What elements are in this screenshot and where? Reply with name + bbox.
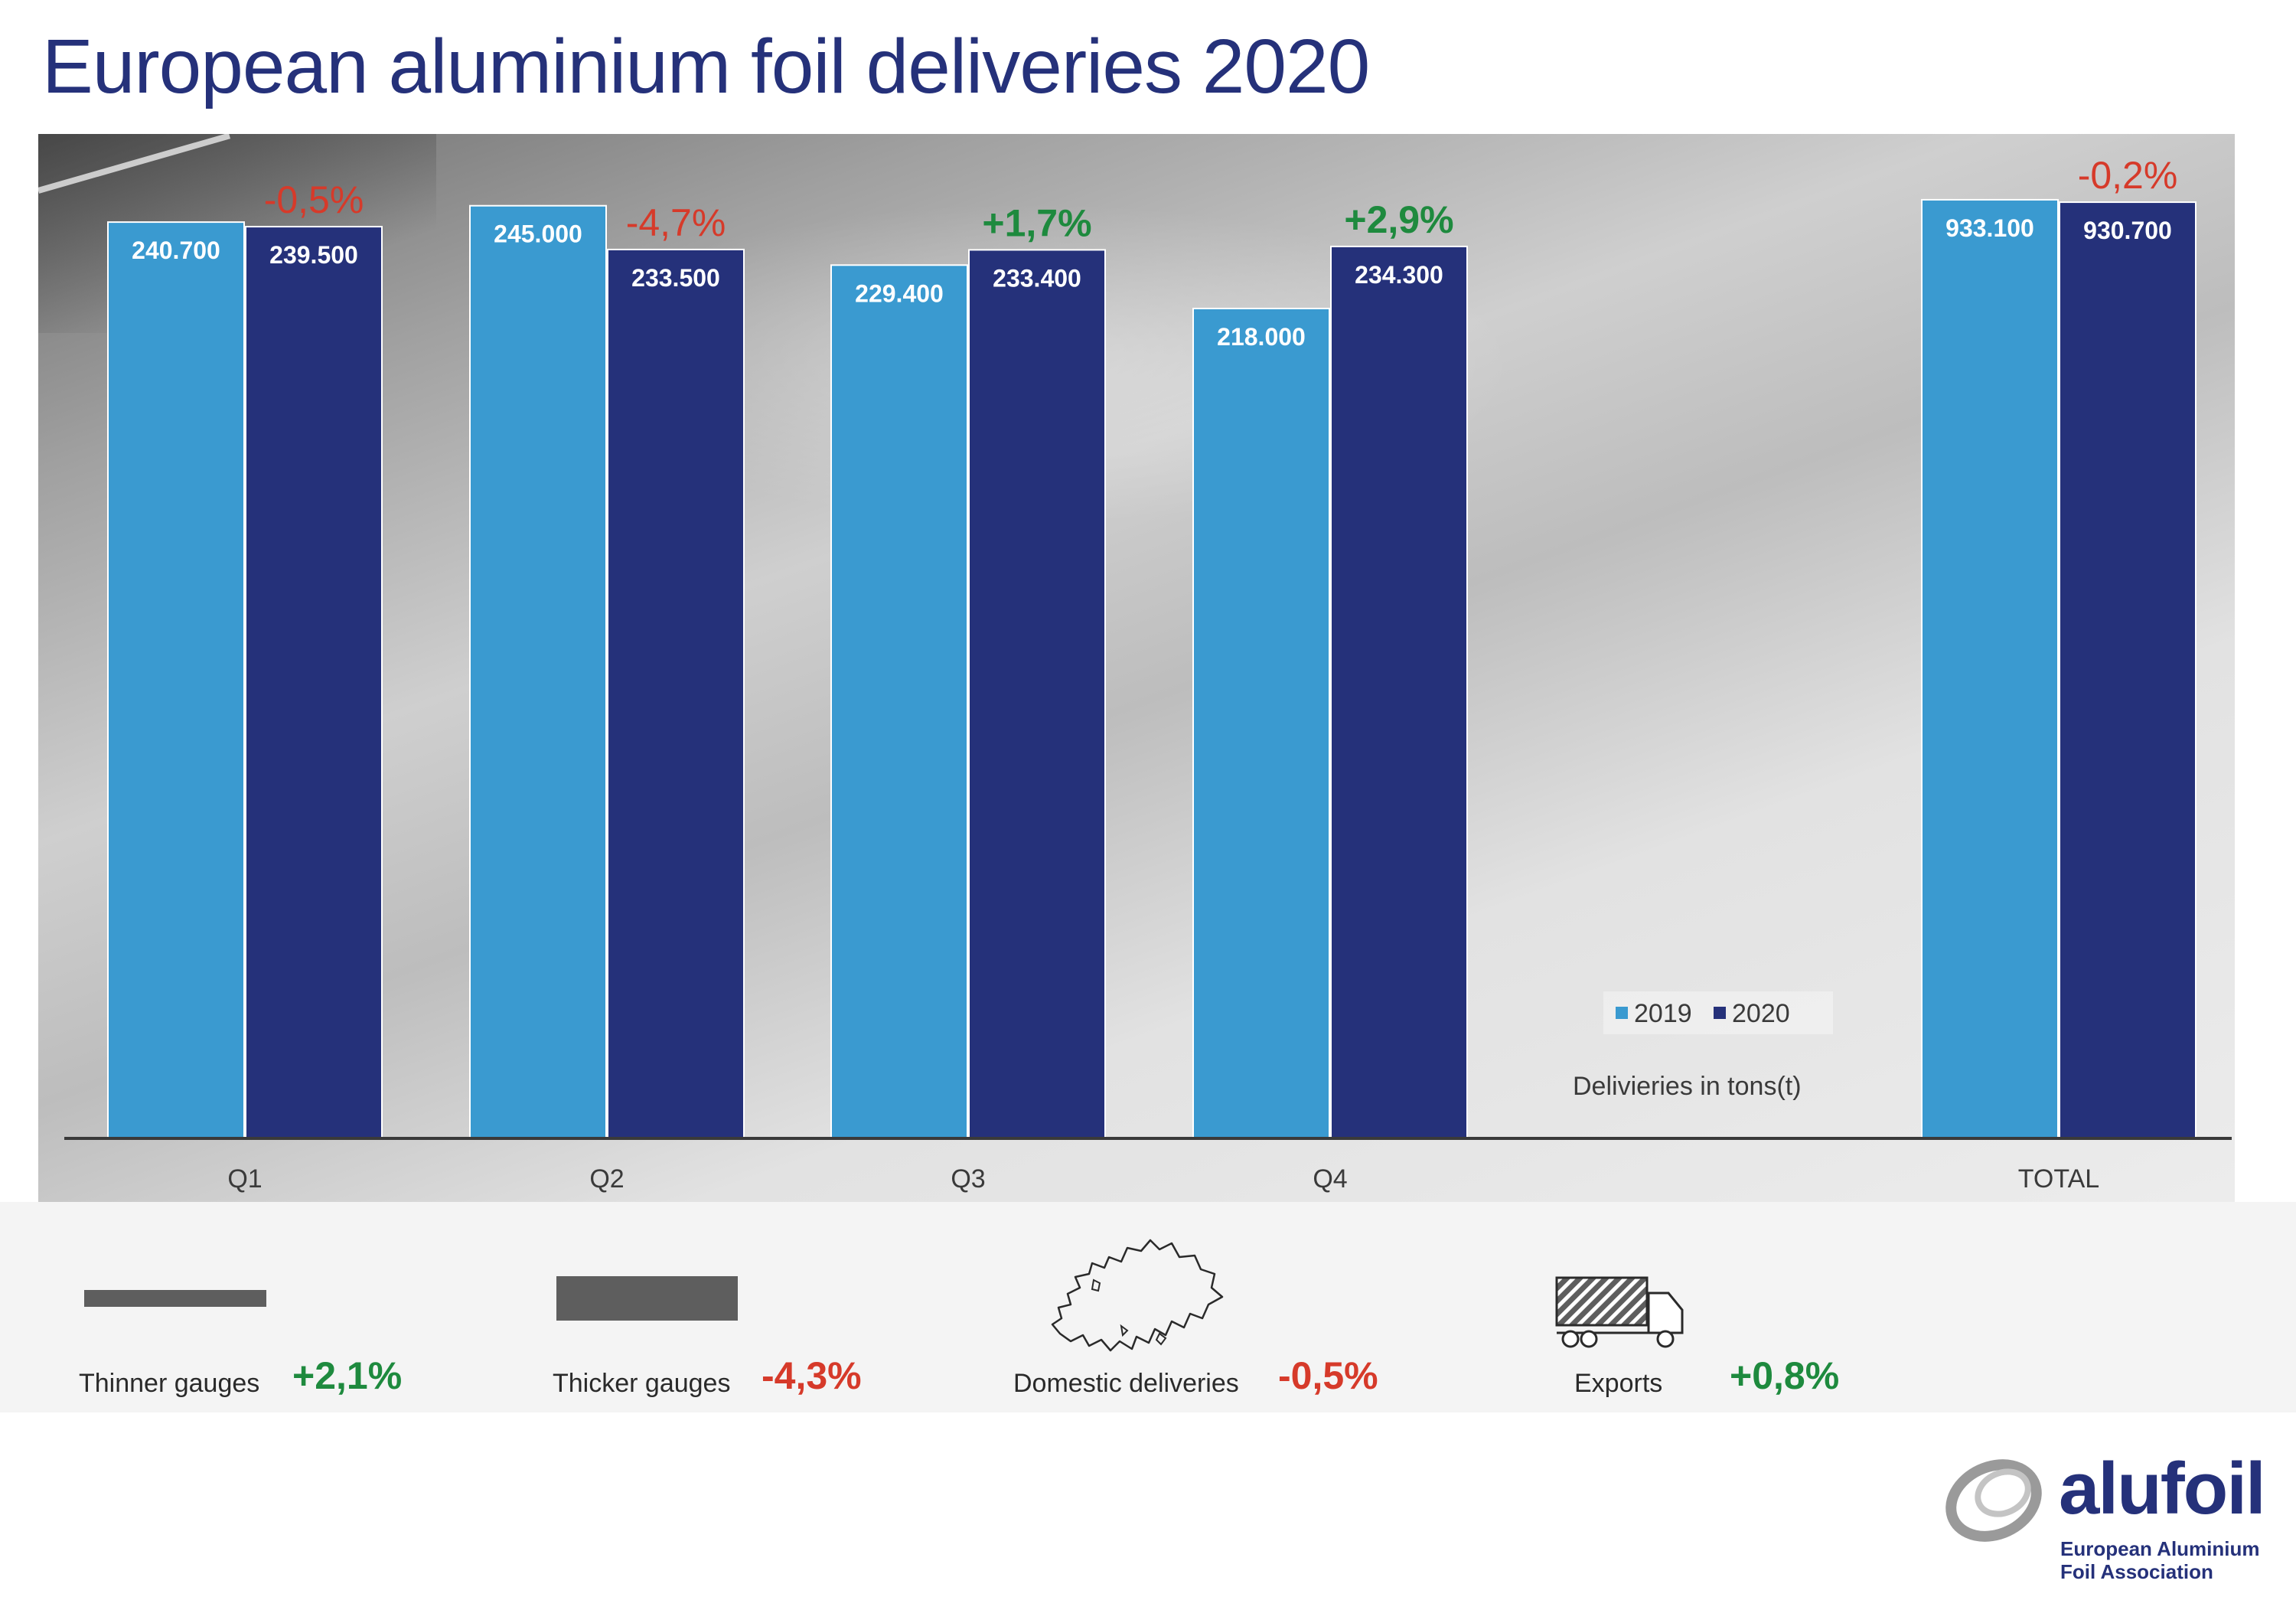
chart-area: 240.700 239.500 -0,5% Q1 245.000 233.500 -4,7%… [38, 134, 2235, 1202]
data-label-total-2020: 930.700 [2083, 217, 2172, 244]
change-label-q3: +1,7% [982, 201, 1091, 244]
data-label-total-2019: 933.100 [1945, 214, 2034, 242]
bar-q4-2019 [1192, 307, 1330, 1140]
truck-icon [1555, 1276, 1684, 1348]
exports-value: +0,8% [1730, 1354, 1840, 1397]
data-label-q1-2020: 239.500 [269, 241, 358, 269]
change-label-q1: -0,5% [264, 178, 364, 221]
thicker-gauges-value: -4,3% [762, 1354, 862, 1397]
bar-total-2019 [1921, 198, 2059, 1140]
thicker-gauges-label: Thicker gauges [553, 1369, 731, 1398]
bar-q1-2019 [107, 221, 245, 1140]
bar-q2-2019 [469, 204, 607, 1140]
alufoil-swirl-icon [1945, 1459, 2042, 1542]
logo-subtitle-line-1: European Aluminium [2060, 1537, 2260, 1560]
data-label-q3-2020: 233.400 [993, 264, 1081, 292]
europe-map-icon [1051, 1239, 1224, 1352]
stats-band: Thinner gauges +2,1% Thicker gauges -4,3… [0, 1202, 2296, 1412]
category-label-q3: Q3 [951, 1164, 985, 1194]
logo-subtitle-line-2: Foil Association [2060, 1560, 2213, 1583]
bar-q3-2020 [968, 249, 1106, 1139]
bar-q4-2020 [1330, 245, 1468, 1139]
category-label-q4: Q4 [1313, 1164, 1347, 1194]
thinner-gauges-label: Thinner gauges [79, 1369, 260, 1398]
change-label-total: -0,2% [2078, 154, 2178, 197]
bar-chart: 240.700 239.500 -0,5% Q1 245.000 233.500 -4,7%… [64, 154, 2232, 1194]
bar-q3-2019 [830, 264, 968, 1140]
bar-q1-2020 [245, 226, 383, 1140]
legend-label-2020: 2020 [1732, 999, 1790, 1028]
thinner-gauges-value: +2,1% [292, 1354, 403, 1397]
legend-swatch-2019 [1616, 1007, 1628, 1019]
legend-swatch-2020 [1714, 1007, 1726, 1019]
y-unit-label: Delivieries in tons(t) [1573, 1072, 1802, 1101]
logo-wordmark: alufoil [2059, 1448, 2266, 1530]
thick-bar-icon [556, 1276, 738, 1321]
bar-q2-2020 [607, 248, 745, 1140]
data-label-q4-2019: 218.000 [1217, 323, 1306, 351]
domestic-deliveries-value: -0,5% [1278, 1354, 1378, 1397]
data-label-q2-2019: 245.000 [494, 220, 582, 248]
legend-label-2019: 2019 [1634, 999, 1692, 1028]
domestic-deliveries-label: Domestic deliveries [1013, 1369, 1239, 1398]
change-label-q2: -4,7% [626, 201, 726, 244]
alufoil-logo: alufoil European Aluminium Foil Associat… [1940, 1447, 2269, 1600]
thin-bar-icon [84, 1290, 266, 1307]
logo-subtitle: European Aluminium Foil Association [2060, 1537, 2260, 1583]
data-label-q2-2020: 233.500 [631, 264, 720, 292]
category-label-q1: Q1 [227, 1164, 262, 1194]
data-label-q1-2019: 240.700 [132, 237, 220, 264]
category-label-q2: Q2 [589, 1164, 624, 1194]
data-label-q4-2020: 234.300 [1355, 261, 1443, 289]
change-label-q4: +2,9% [1344, 198, 1453, 241]
page-title: European aluminium foil deliveries 2020 [42, 24, 1370, 109]
data-label-q3-2019: 229.400 [855, 279, 944, 307]
category-label-total: TOTAL [2018, 1164, 2099, 1194]
bar-total-2020 [2059, 201, 2197, 1140]
exports-label: Exports [1574, 1369, 1663, 1398]
